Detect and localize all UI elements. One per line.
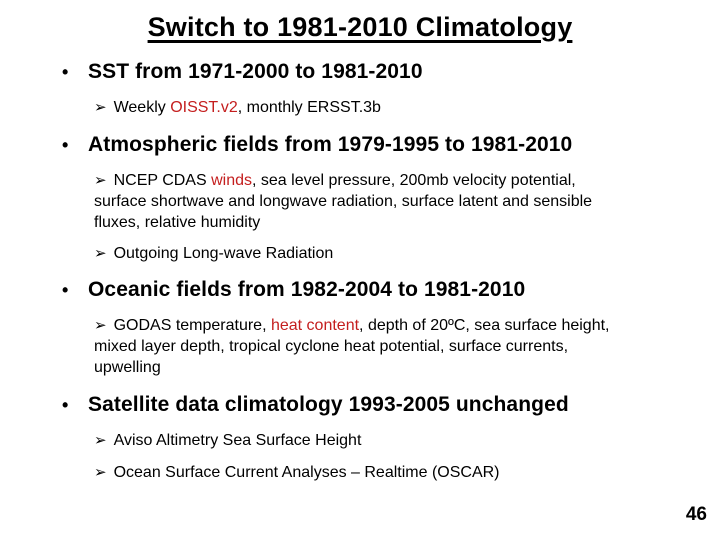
bullet-heading-atmospheric: • Atmospheric fields from 1979-1995 to 1…: [0, 133, 720, 157]
sub-bullet-segment: Ocean Surface Current Analyses – Realtim…: [113, 464, 500, 481]
sub-bullet-segment: Outgoing Long-wave Radiation: [113, 245, 334, 262]
sub-bullet-segment: , monthly ERSST.3b: [237, 99, 381, 116]
sub-bullet-segment: Weekly: [113, 99, 171, 116]
bullet-heading-text: SST from 1971-2000 to 1981-2010: [88, 60, 423, 83]
arrow-icon: ➢: [94, 99, 107, 116]
slide-title: Switch to 1981-2010 Climatology: [0, 10, 720, 44]
arrow-icon: ➢: [94, 317, 107, 334]
arrow-icon: ➢: [94, 172, 107, 189]
bullet-icon: •: [62, 395, 69, 415]
bullet-heading-text: Oceanic fields from 1982-2004 to 1981-20…: [88, 278, 526, 301]
bullet-heading-text: Atmospheric fields from 1979-1995 to 198…: [88, 133, 573, 156]
arrow-icon: ➢: [94, 245, 107, 262]
bullet-heading-oceanic: • Oceanic fields from 1982-2004 to 1981-…: [0, 278, 720, 302]
sub-bullet-sst-sources: ➢ Weekly OISST.v2, monthly ERSST.3b: [94, 97, 616, 118]
bullet-heading-text: Satellite data climatology 1993-2005 unc…: [88, 393, 569, 416]
slide-title-text: Switch to 1981-2010 Climatology: [147, 12, 573, 42]
sub-bullet-segment: NCEP CDAS: [113, 172, 212, 189]
sub-bullet-segment-red: winds: [211, 172, 252, 189]
sub-bullet-oscar: ➢ Ocean Surface Current Analyses – Realti…: [94, 462, 616, 483]
bullet-icon: •: [62, 280, 69, 300]
sub-bullet-segment: GODAS temperature,: [113, 317, 271, 334]
sub-bullet-segment: , sea level pressure, 200mb velocity pot…: [94, 172, 593, 231]
sub-bullet-segment-red: heat content: [270, 317, 360, 334]
bullet-heading-sst: • SST from 1971-2000 to 1981-2010: [0, 60, 720, 84]
sub-bullet-segment-red: OISST.v2: [170, 99, 238, 116]
sub-bullet-ncep-cdas: ➢ NCEP CDAS winds, sea level pressure, 20…: [94, 170, 616, 233]
arrow-icon: ➢: [94, 432, 107, 449]
sub-bullet-segment: , depth of 20ºC, sea surface height, mix…: [94, 317, 610, 376]
bullet-heading-satellite: • Satellite data climatology 1993-2005 u…: [0, 393, 720, 417]
sub-bullet-aviso: ➢ Aviso Altimetry Sea Surface Height: [94, 430, 616, 451]
page-number: 46: [685, 504, 707, 525]
bullet-icon: •: [62, 62, 69, 82]
sub-bullet-segment: Aviso Altimetry Sea Surface Height: [113, 432, 362, 449]
sub-bullet-godas: ➢ GODAS temperature, heat content, depth …: [94, 315, 616, 378]
sub-bullet-olr: ➢ Outgoing Long-wave Radiation: [94, 243, 616, 264]
arrow-icon: ➢: [94, 464, 107, 481]
bullet-icon: •: [62, 135, 69, 155]
